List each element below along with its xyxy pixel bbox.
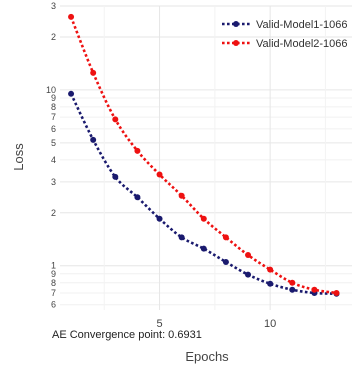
legend-label-1: Valid-Model1-1066 <box>256 19 348 31</box>
y-tick-label: 1 <box>51 261 56 271</box>
y-tick-label: 2 <box>51 32 56 42</box>
data-point-series-2 <box>68 13 75 20</box>
series-lines <box>69 16 337 296</box>
legend-marker-2 <box>233 40 239 46</box>
x-tick-labels: 5 10 <box>156 318 276 330</box>
y-tick-label: 5 <box>51 138 56 148</box>
legend-marker-1 <box>233 21 239 27</box>
annotation: AE Convergence point: 0.6931 <box>52 329 202 341</box>
legend: Valid-Model1-1066 Valid-Model2-1066 <box>222 19 348 50</box>
data-point-series-1 <box>90 136 97 143</box>
y-axis-title: Loss <box>11 143 26 171</box>
y-tick-label: 9 <box>51 269 56 279</box>
data-point-series-2 <box>112 116 119 123</box>
y-tick-label: 6 <box>51 300 56 310</box>
x-tick-label: 5 <box>156 318 162 330</box>
data-point-series-1 <box>245 271 252 278</box>
y-tick-label: 9 <box>51 93 56 103</box>
data-point-series-1 <box>289 286 296 293</box>
data-point-series-2 <box>178 192 185 199</box>
data-point-series-1 <box>156 215 163 222</box>
y-tick-label: 7 <box>51 288 56 298</box>
y-tick-label: 7 <box>51 112 56 122</box>
y-tick-label: 3 <box>51 1 56 11</box>
data-point-series-1 <box>134 194 141 201</box>
series-line-1 <box>69 93 337 296</box>
y-tick-label: 6 <box>51 124 56 134</box>
y-tick-label: 2 <box>51 208 56 218</box>
data-point-series-1 <box>200 245 207 252</box>
data-point-series-1 <box>112 173 119 180</box>
data-point-series-1 <box>178 234 185 241</box>
data-point-series-2 <box>134 147 141 154</box>
data-point-series-1 <box>222 258 229 265</box>
data-point-series-2 <box>245 252 252 259</box>
grid <box>60 5 352 310</box>
data-point-series-2 <box>222 234 229 241</box>
y-tick-label: 8 <box>51 102 56 112</box>
y-tick-label: 4 <box>51 155 56 165</box>
data-point-series-2 <box>200 215 207 222</box>
legend-label-2: Valid-Model2-1066 <box>256 38 348 50</box>
data-point-series-1 <box>267 280 274 287</box>
x-axis-title: Epochs <box>185 349 229 364</box>
x-tick-label: 10 <box>264 318 276 330</box>
series-points <box>68 13 340 297</box>
data-point-series-1 <box>68 90 75 97</box>
data-point-series-2 <box>289 279 296 286</box>
y-tick-label: 3 <box>51 177 56 187</box>
y-tick-label: 10 <box>46 85 56 95</box>
data-point-series-2 <box>156 171 163 178</box>
data-point-series-2 <box>90 69 97 76</box>
data-point-series-2 <box>267 266 274 273</box>
data-point-series-2 <box>311 286 318 293</box>
data-point-series-2 <box>333 289 340 296</box>
y-tick-label: 8 <box>51 278 56 288</box>
